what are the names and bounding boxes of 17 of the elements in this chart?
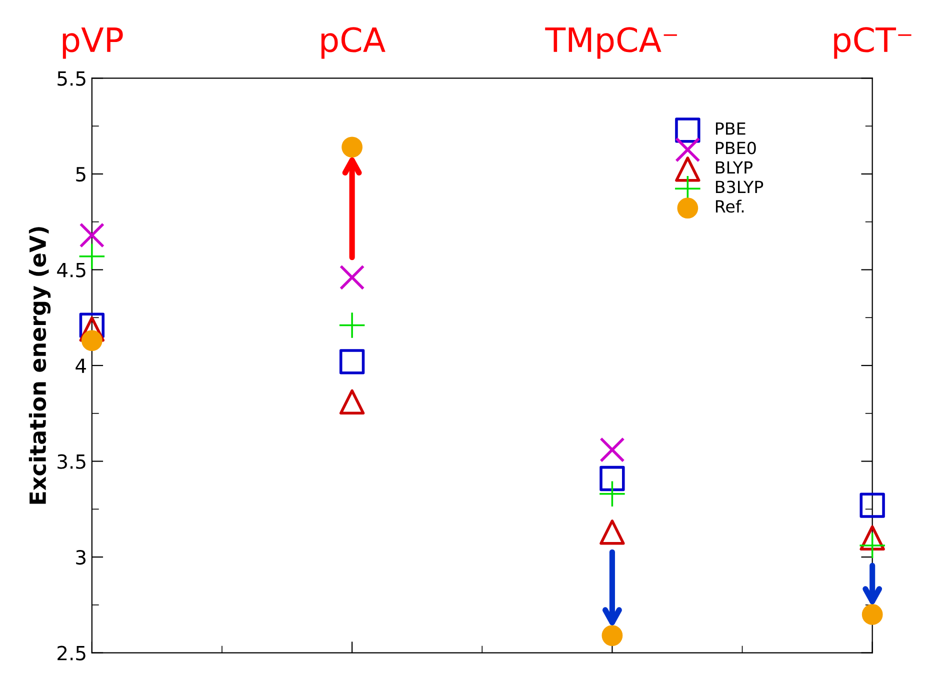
x-tick-label: pCA	[321, 27, 386, 59]
legend-label: B3LYP	[716, 180, 764, 194]
legend-label: BLYP	[716, 161, 753, 174]
y-tick-label: 5	[76, 167, 86, 182]
y-tick-label: 3.5	[58, 454, 86, 469]
legend-label: PBE	[716, 122, 746, 135]
y-axis-title: Excitation energy (eV)	[28, 227, 51, 504]
legend-label: Ref.	[716, 200, 744, 213]
y-tick-label: 4.5	[57, 262, 86, 278]
y-tick-label: 2.5	[58, 646, 86, 660]
legend-label: PBE0	[716, 142, 756, 154]
y-tick-label: 3	[76, 550, 86, 565]
x-tick-label: TMpCA⁻	[545, 27, 677, 59]
y-tick-label: 5.5	[58, 71, 86, 86]
x-tick-label: pVP	[62, 28, 123, 59]
x-tick-label: pCT⁻	[834, 27, 912, 59]
y-tick-label: 4	[76, 358, 86, 373]
